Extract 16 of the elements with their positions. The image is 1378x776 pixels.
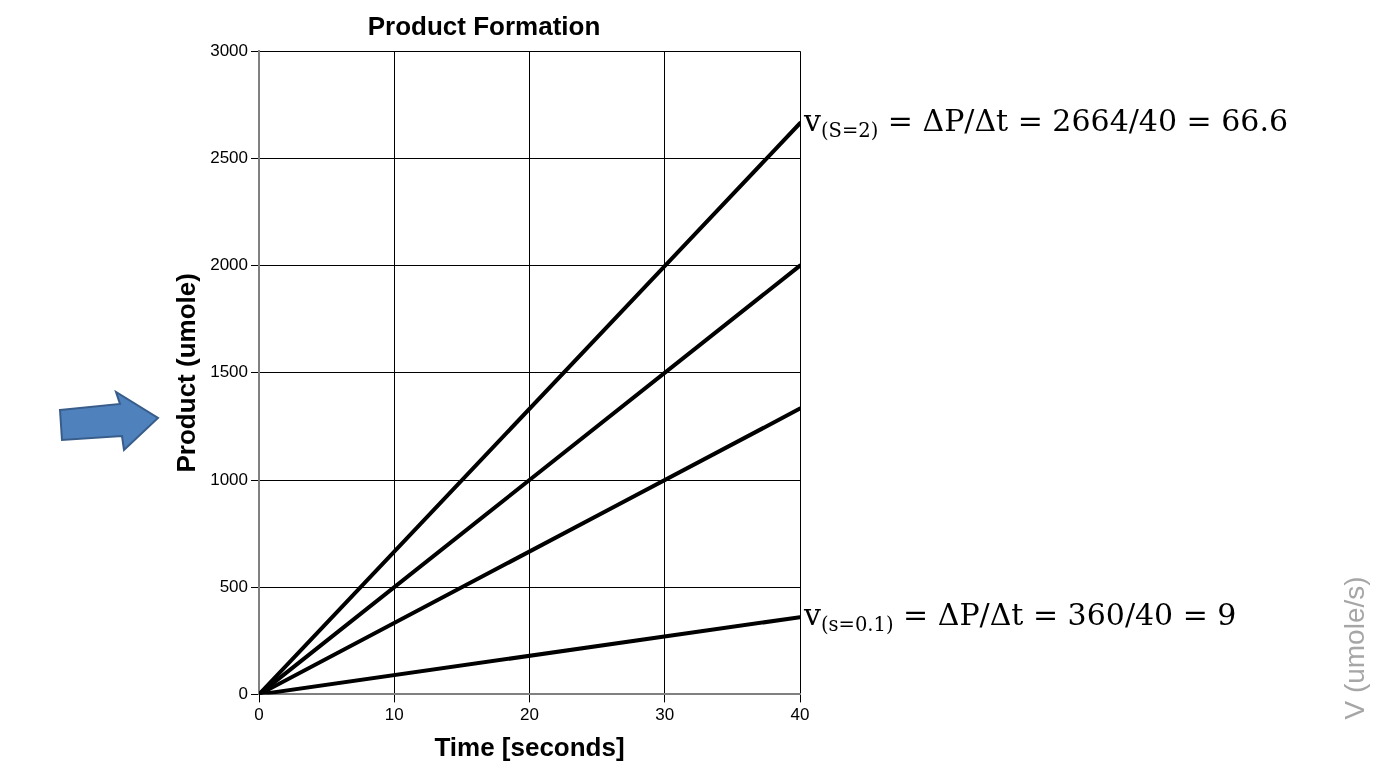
x-tick-label: 20 [520, 705, 539, 725]
x-tick-label: 30 [655, 705, 675, 725]
chart-title: Product Formation [367, 10, 601, 41]
y-tick-label: 3000 [210, 40, 249, 60]
y-tick-label: 1000 [210, 469, 249, 489]
text: V (umole/s) [1338, 576, 1370, 720]
x-tick-label: 40 [790, 705, 810, 725]
y-tick-label: 0 [238, 684, 249, 704]
y-tick-label: 1500 [210, 362, 249, 382]
x-axis-title: Time [seconds] [434, 731, 625, 762]
x-tick-label: 10 [384, 705, 404, 725]
y-axis-title: Product (umole) [170, 273, 201, 473]
y-tick-label: 2000 [210, 255, 249, 275]
y-tick-label: 2500 [210, 148, 249, 168]
y-tick-label: 500 [219, 576, 249, 596]
x-tick-label: 0 [254, 705, 264, 725]
